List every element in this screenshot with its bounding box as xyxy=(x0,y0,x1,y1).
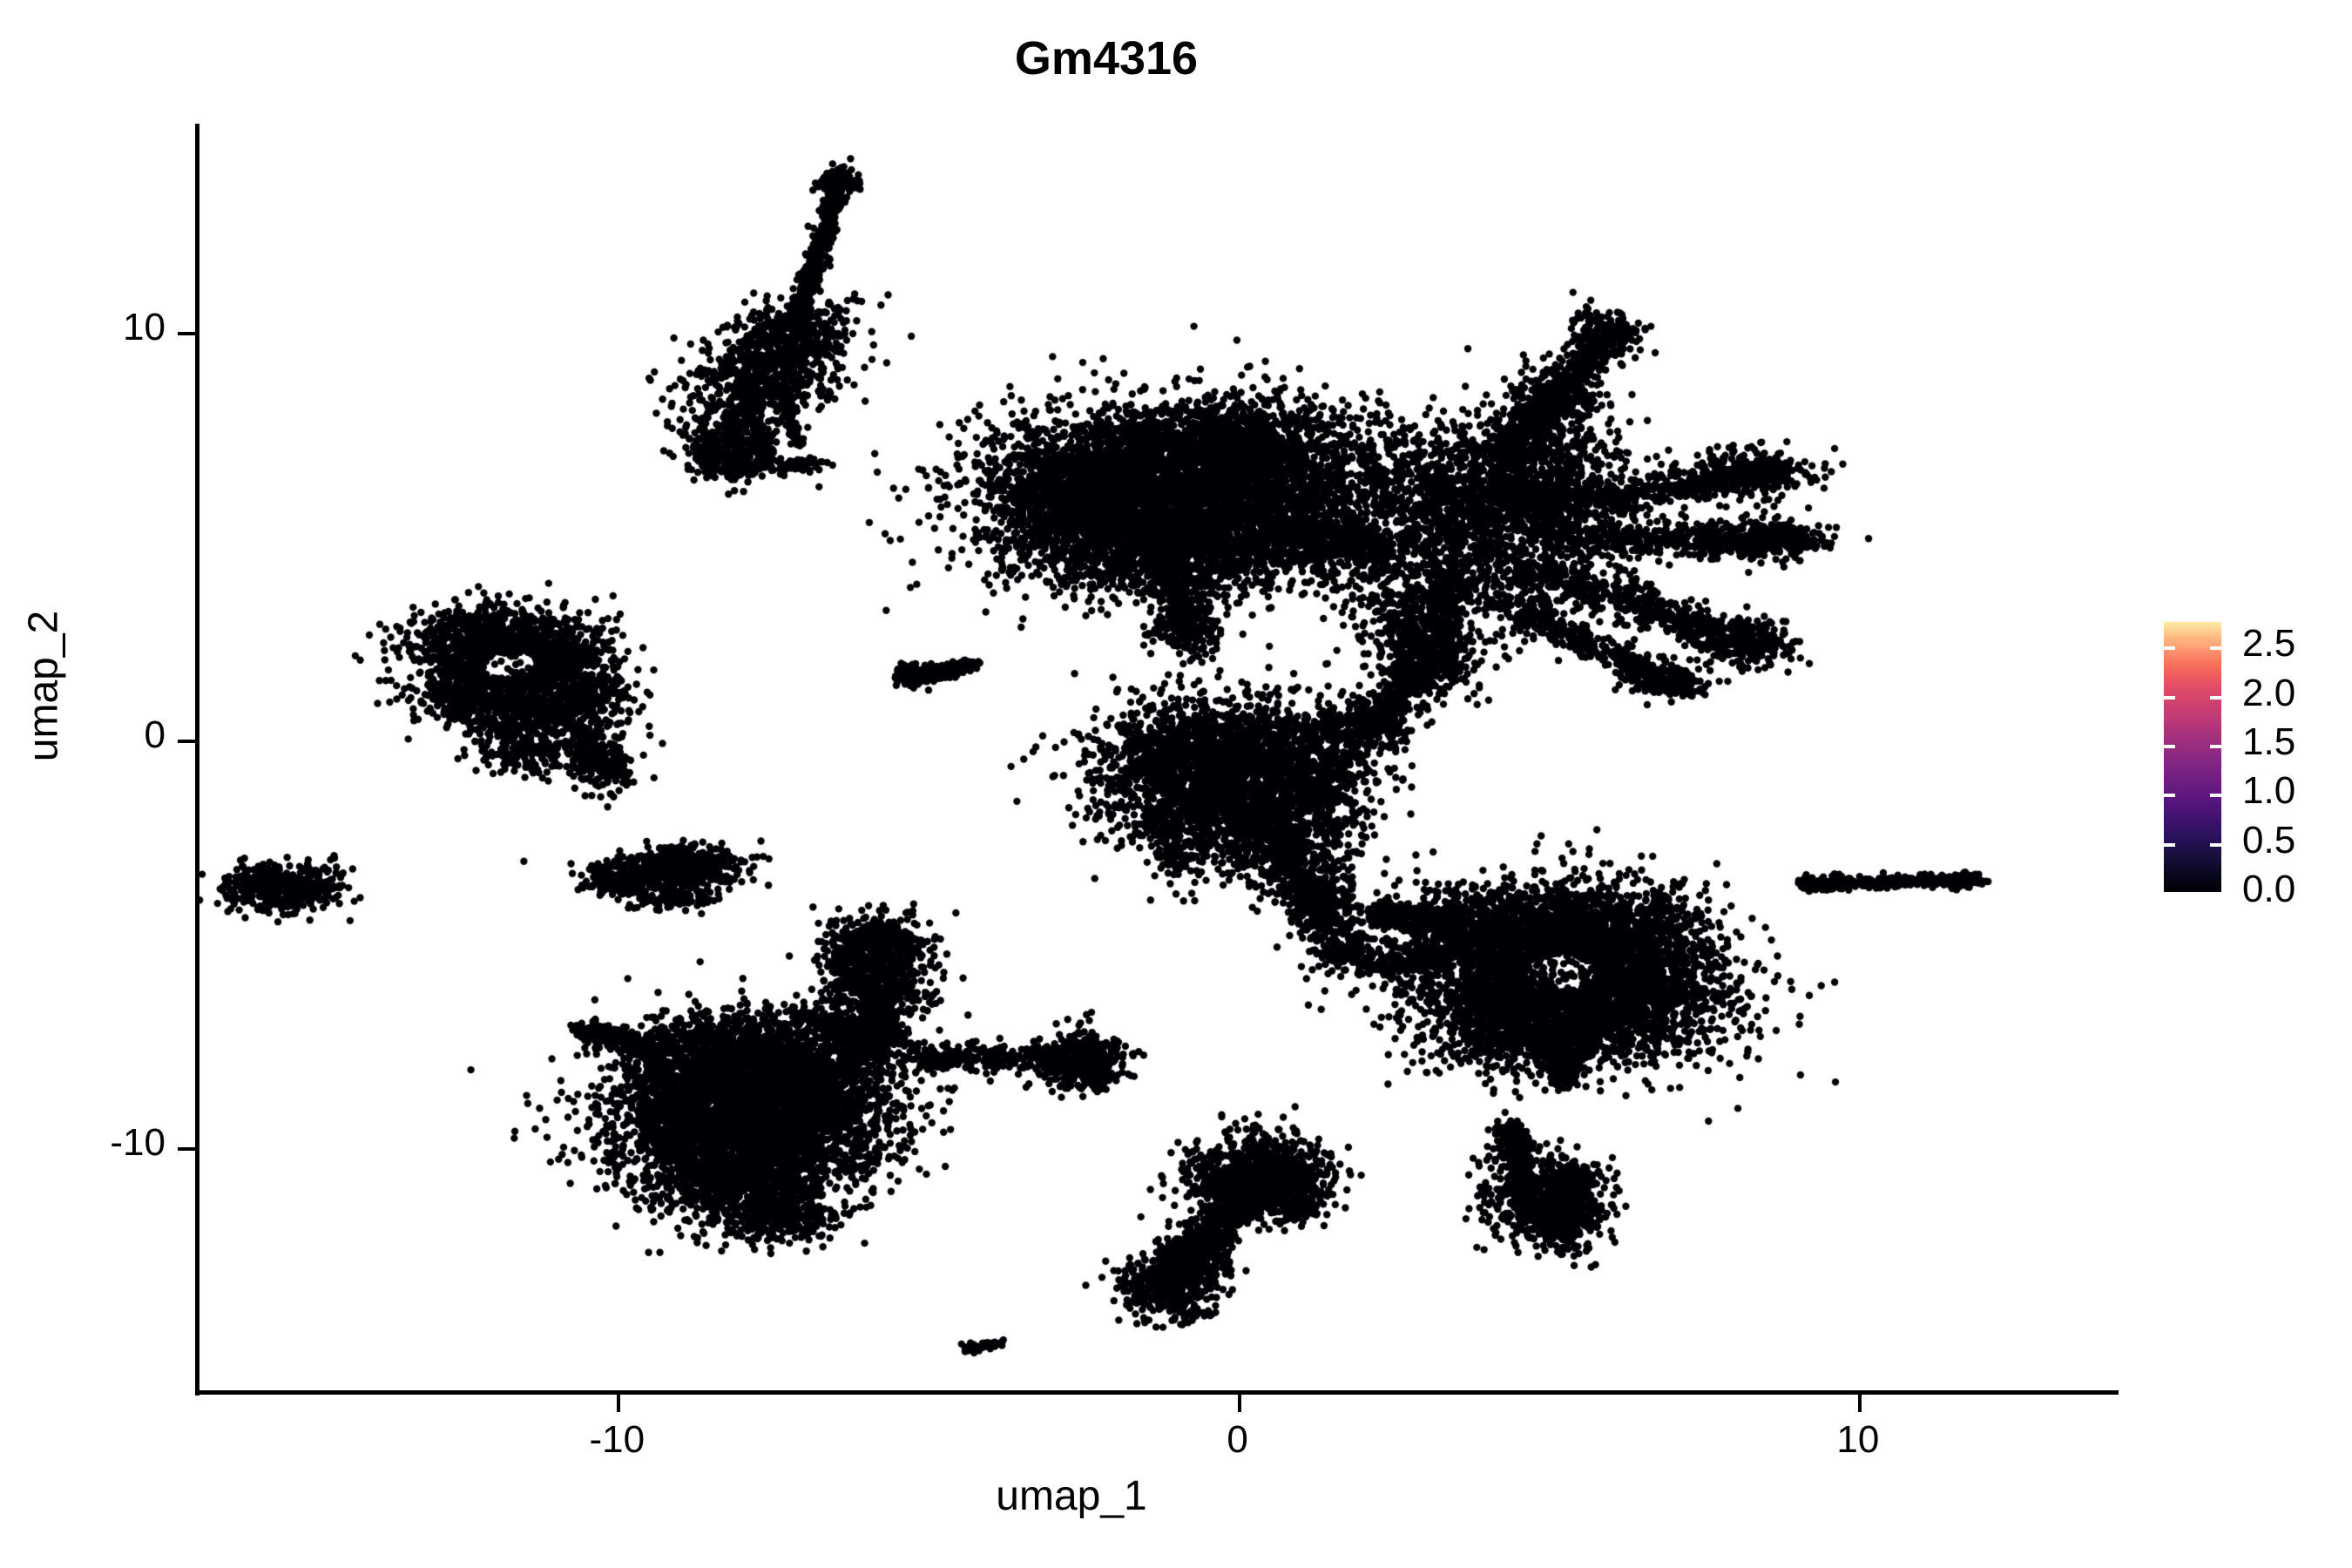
colorbar-tick-label: 2.5 xyxy=(2242,622,2296,666)
y-axis-label: umap_2 xyxy=(20,610,67,762)
colorbar-tick-mark xyxy=(2164,794,2175,798)
colorbar-tick-label: 0.5 xyxy=(2242,818,2296,862)
scatter-plot-canvas xyxy=(195,124,2119,1392)
x-tick-mark xyxy=(1237,1395,1241,1412)
y-tick-mark xyxy=(178,1147,195,1152)
colorbar-gradient xyxy=(2164,622,2221,892)
colorbar-tick-label: 0.0 xyxy=(2242,868,2296,910)
colorbar-tick-label: 1.0 xyxy=(2242,769,2296,813)
colorbar-tick-mark xyxy=(2210,842,2221,847)
y-tick-label: -10 xyxy=(110,1121,166,1165)
x-tick-label: 0 xyxy=(1227,1418,1248,1461)
x-tick-label: 10 xyxy=(1836,1418,1880,1461)
colorbar-tick-mark xyxy=(2164,842,2175,847)
y-tick-label: 10 xyxy=(123,305,166,348)
colorbar-tick-mark xyxy=(2164,695,2175,700)
colorbar-tick-mark xyxy=(2210,794,2221,798)
colorbar-tick-mark xyxy=(2210,695,2221,700)
x-axis-label-text: umap_1 xyxy=(996,1473,1147,1519)
colorbar-legend xyxy=(2164,622,2221,896)
y-tick-mark xyxy=(178,331,195,335)
x-tick-mark xyxy=(1857,1395,1862,1412)
colorbar-tick-label: 1.5 xyxy=(2242,720,2296,763)
colorbar-tick-mark xyxy=(2164,892,2175,896)
page-title: Gm4316 xyxy=(1014,32,1199,84)
colorbar-tick-mark xyxy=(2164,646,2175,651)
x-tick-label: -10 xyxy=(589,1418,645,1461)
colorbar-tick-label: 2.0 xyxy=(2242,671,2296,714)
x-axis-line xyxy=(195,1390,2119,1395)
x-tick-mark xyxy=(617,1395,621,1412)
colorbar-tick-mark xyxy=(2210,646,2221,651)
colorbar-tick-mark xyxy=(2164,744,2175,748)
colorbar-tick-mark xyxy=(2210,744,2221,748)
x-axis-label: umap_1 xyxy=(0,1472,2317,1520)
y-tick-mark xyxy=(178,739,195,743)
y-tick-label: 0 xyxy=(144,713,166,756)
colorbar-tick-mark xyxy=(2210,892,2221,896)
